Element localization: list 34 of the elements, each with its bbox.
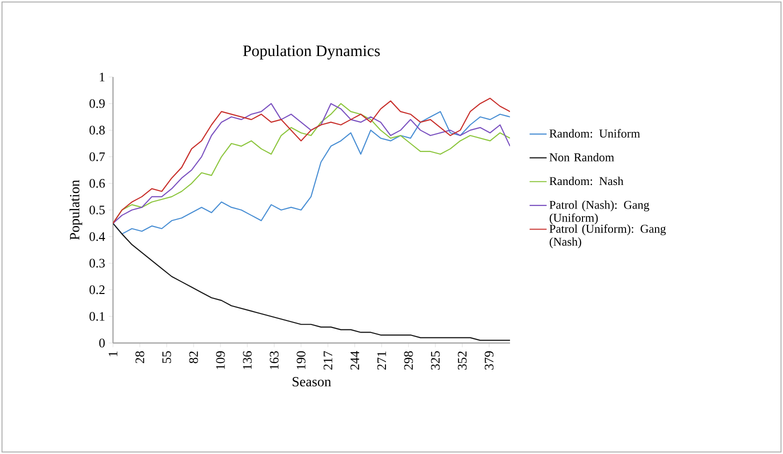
x-tick-label: 244 — [350, 350, 360, 370]
y-tick-label: 0.7 — [90, 152, 105, 162]
y-tick-label: 0.3 — [90, 258, 105, 268]
legend-label: Non Random — [550, 152, 614, 162]
y-axis-title: Population — [70, 180, 82, 240]
y-tick-label: 1 — [100, 72, 104, 82]
x-axis-title: Season — [292, 377, 332, 386]
legend-label: Patrol (Uniform): Gang (Nash) — [550, 224, 666, 248]
x-tick-label: 1 — [108, 352, 118, 356]
x-tick-label: 271 — [377, 352, 386, 370]
x-tick-label: 136 — [242, 351, 252, 370]
y-tick-label: 0.4 — [90, 232, 106, 241]
x-tick-label: 82 — [189, 351, 198, 364]
x-tick-label: 109 — [216, 351, 225, 370]
y-tick-label: 0.2 — [90, 285, 105, 294]
y-tick-label: 0.9 — [90, 99, 105, 108]
legend-label: Patrol (Nash): Gang (Uniform) — [550, 200, 650, 224]
y-tick-label: 0.5 — [90, 206, 105, 214]
x-tick-label: 55 — [162, 351, 172, 363]
y-tick-label: 0.8 — [90, 126, 105, 135]
x-tick-label: 28 — [136, 351, 144, 364]
legend-label: Random: Uniform — [550, 129, 640, 138]
y-tick-label: 0.6 — [90, 179, 105, 188]
x-tick-label: 190 — [296, 351, 306, 370]
x-tick-label: 217 — [324, 351, 332, 370]
y-tick-label: 0 — [99, 338, 105, 348]
x-tick-label: 325 — [431, 351, 440, 370]
x-tick-label: 298 — [404, 351, 413, 370]
x-tick-label: 379 — [484, 351, 494, 370]
legend-label: Random: Nash — [550, 176, 624, 186]
x-tick-label: 352 — [458, 351, 467, 370]
y-tick-label: 0.1 — [90, 312, 104, 321]
x-tick-label: 163 — [270, 351, 279, 370]
chart-title: Population Dynamics — [243, 44, 380, 60]
